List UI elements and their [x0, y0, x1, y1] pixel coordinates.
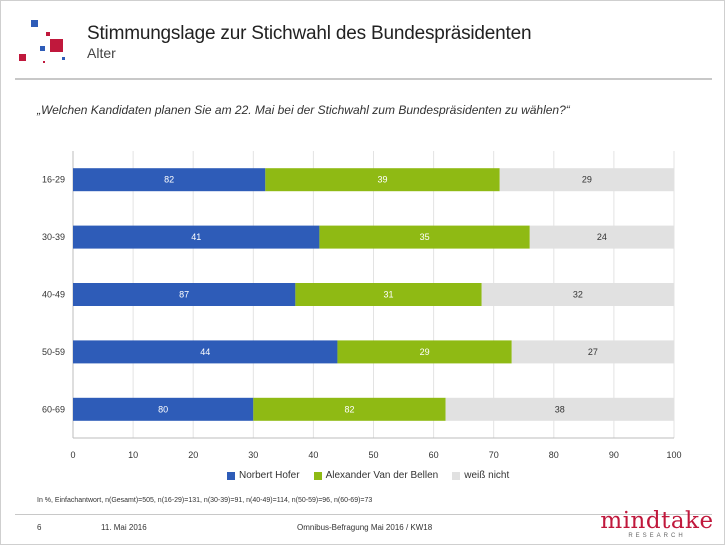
bar-segment	[253, 397, 446, 421]
bar-segment	[73, 340, 338, 364]
bar-value-label: 44	[200, 347, 210, 357]
bar-segment	[445, 397, 674, 421]
bar-segment	[511, 340, 674, 364]
legend-label-hofer: Norbert Hofer	[239, 470, 300, 481]
bar-value-label: 38	[555, 404, 565, 414]
x-tick-label: 100	[666, 450, 681, 460]
bar-segment	[73, 225, 320, 249]
brand-name: mindtake	[600, 508, 714, 534]
bar-segment	[337, 340, 512, 364]
bar-value-label: 27	[588, 347, 598, 357]
survey-question: „Welchen Kandidaten planen Sie am 22. Ma…	[37, 103, 570, 117]
bar-segment	[499, 168, 674, 192]
bar-segment	[265, 168, 500, 192]
page-number: 6	[37, 523, 42, 532]
y-category-label: 30-39	[42, 232, 65, 242]
bar-value-label: 29	[420, 347, 430, 357]
y-category-label: 16-29	[42, 175, 65, 185]
x-tick-label: 70	[489, 450, 499, 460]
bar-segment	[295, 283, 482, 306]
x-tick-label: 0	[70, 450, 75, 460]
bar-value-label: 24	[597, 232, 607, 242]
x-tick-label: 10	[128, 450, 138, 460]
bar-value-label: 82	[164, 175, 174, 185]
bar-segment	[529, 225, 674, 249]
footer-source: Omnibus-Befragung Mai 2016 / KW18	[297, 523, 433, 532]
bar-value-label: 39	[378, 175, 388, 185]
y-category-label: 60-69	[42, 404, 65, 414]
legend-swatch-weiss-nicht	[452, 471, 461, 480]
bar-segment	[73, 168, 266, 192]
bar-value-label: 29	[582, 175, 592, 185]
stacked-bar-chart: 0 10 20 30 40 50 60 70 80 90 100 16-29 82 39 29 30-39 41…	[42, 151, 682, 460]
sample-note: In %, Einfachantwort, n(Gesamt)=505, n(1…	[37, 497, 373, 504]
brand-logo: mindtake RESEARCH	[598, 509, 716, 539]
x-tick-label: 80	[549, 450, 559, 460]
footer-date: 11. Mai 2016	[101, 523, 147, 532]
bar-segment	[73, 397, 254, 421]
y-category-label: 50-59	[42, 347, 65, 357]
bar-segment	[481, 283, 674, 306]
legend-label-weiss-nicht: weiß nicht	[464, 470, 510, 481]
bar-value-label: 35	[420, 232, 430, 242]
bar-value-label: 32	[573, 290, 583, 300]
legend-swatch-vanderbellen	[313, 471, 322, 480]
x-tick-label: 20	[188, 450, 198, 460]
y-category-label: 40-49	[42, 290, 65, 300]
legend-swatch-hofer	[227, 471, 235, 480]
bar-segment	[319, 225, 530, 249]
legend-item-hofer: Norbert Hofer	[227, 470, 300, 481]
page-title: Stimmungslage zur Stichwahl des Bundespr…	[87, 23, 532, 44]
bar-value-label: 41	[191, 232, 201, 242]
footer-divider	[15, 514, 712, 515]
header-divider	[15, 78, 712, 80]
page-subtitle: Alter	[87, 45, 116, 61]
x-tick-label: 30	[248, 450, 258, 460]
brand-subtitle: RESEARCH	[628, 533, 686, 539]
chart-legend: Norbert Hofer Alexander Van der Bellen w…	[227, 470, 509, 481]
legend-item-weiss-nicht: weiß nicht	[452, 470, 509, 481]
bar-value-label: 80	[158, 404, 168, 414]
legend-item-vanderbellen: Alexander Van der Bellen	[313, 470, 439, 481]
bar-value-label: 31	[384, 290, 394, 300]
x-tick-label: 60	[429, 450, 439, 460]
legend-label-vanderbellen: Alexander Van der Bellen	[325, 470, 439, 481]
x-tick-label: 40	[308, 450, 318, 460]
x-tick-label: 50	[368, 450, 378, 460]
bar-value-label: 82	[344, 404, 354, 414]
x-tick-label: 90	[609, 450, 619, 460]
bar-segment	[73, 283, 296, 306]
logo-squares-icon	[19, 20, 65, 63]
bar-value-label: 87	[179, 290, 189, 300]
